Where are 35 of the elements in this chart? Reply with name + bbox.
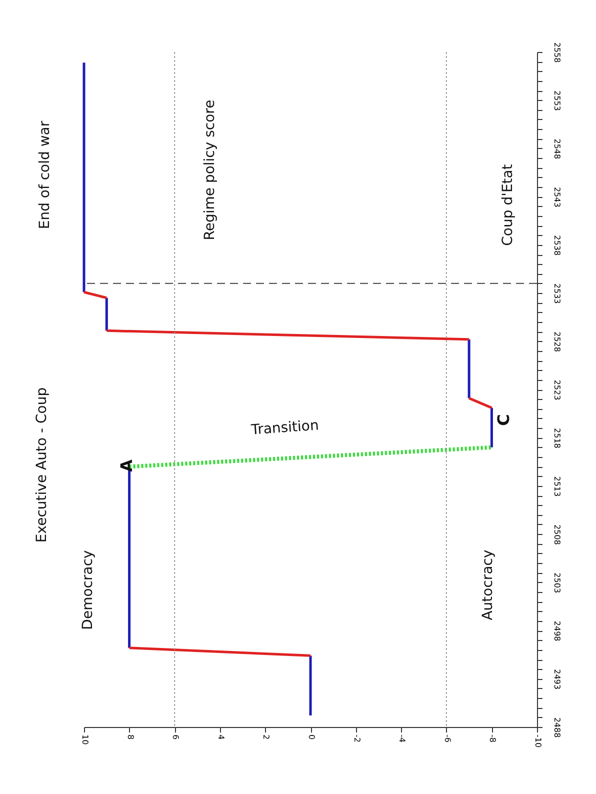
- annotation: Autocracy: [480, 550, 496, 620]
- x-tick-label: -4: [398, 734, 407, 742]
- annotation: Coup d'Etat: [500, 164, 516, 246]
- y-tick-label: 2503: [552, 572, 562, 594]
- x-tick-label: 10: [80, 734, 90, 745]
- x-tick-label: -2: [352, 734, 362, 742]
- y-tick-label: 2533: [552, 283, 562, 304]
- y-tick-label: 2523: [552, 380, 562, 400]
- y-tick-label: 2493: [552, 669, 562, 690]
- annotation: Transition: [250, 418, 320, 438]
- y-tick-label: 2553: [552, 90, 562, 111]
- x-tick-label: 6: [171, 734, 180, 740]
- x-tick-label: 2: [262, 734, 271, 740]
- x-tick-label: -10: [534, 734, 542, 748]
- annotation: C: [494, 414, 513, 426]
- y-tick-label: 2558: [552, 42, 562, 63]
- y-tick-label: 2508: [552, 524, 562, 545]
- y-tick-label: 2543: [552, 186, 562, 208]
- y-tick-label: 2538: [552, 235, 562, 256]
- x-tick-label: 4: [216, 734, 226, 740]
- y-tick-label: 2498: [552, 620, 562, 642]
- y-tick-label: 2488: [552, 717, 562, 738]
- text: Executive Auto - Coup: [34, 387, 50, 543]
- y-tick-label: 2548: [552, 138, 562, 160]
- annotation: A: [117, 458, 136, 472]
- annotation: Democracy: [80, 550, 96, 630]
- x-tick-label: -6: [442, 734, 452, 742]
- text: End of cold war: [37, 120, 53, 230]
- y-tick-label: 2528: [552, 332, 562, 352]
- y-tick-label: 2513: [552, 476, 562, 497]
- x-tick-label: 0: [307, 734, 316, 740]
- y-tick-label: 2518: [552, 428, 562, 448]
- x-tick-label: 8: [126, 734, 135, 740]
- annotation: Regime policy score: [202, 100, 218, 240]
- x-tick-label: -8: [488, 734, 498, 742]
